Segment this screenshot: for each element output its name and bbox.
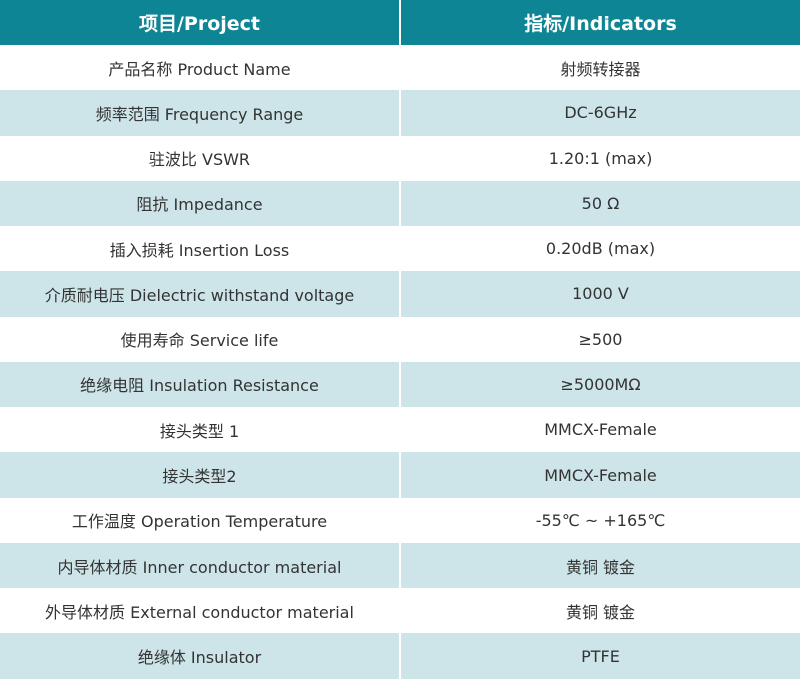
indicator-cell: PTFE bbox=[400, 633, 800, 679]
indicator-cell: ≥500 bbox=[578, 329, 623, 349]
table-row: 工作温度 Operation Temperature -55℃ ~ +165℃ bbox=[0, 497, 800, 543]
table-row: 介质耐电压 Dielectric withstand voltage 1000 V bbox=[0, 271, 800, 317]
project-cell: 使用寿命 Service life bbox=[0, 316, 401, 362]
table-row: 产品名称 Product Name 射频转接器 bbox=[0, 45, 800, 91]
indicator-cell: 黄铜 镀金 bbox=[400, 542, 800, 589]
project-cell: 工作温度 Operation Temperature bbox=[0, 497, 401, 543]
table-row: 阻抗 Impedance 50 Ω bbox=[0, 180, 800, 227]
indicator-cell: MMCX-Female bbox=[544, 420, 657, 440]
project-cell: 频率范围 Frequency Range bbox=[0, 90, 401, 136]
project-cell: 绝缘电阻 Insulation Resistance bbox=[0, 361, 401, 408]
header-project: 项目/Project bbox=[0, 0, 401, 45]
table-row: 频率范围 Frequency Range DC-6GHz bbox=[0, 90, 800, 136]
header-row: 项目/Project 指标/Indicators bbox=[0, 0, 800, 45]
indicator-cell: 黄铜 镀金 bbox=[565, 602, 636, 622]
project-cell: 插入损耗 Insertion Loss bbox=[0, 226, 401, 272]
project-cell: 产品名称 Product Name bbox=[0, 45, 401, 91]
table-row: 绝缘体 Insulator PTFE bbox=[0, 633, 800, 679]
table-row: 外导体材质 External conductor material 黄铜 镀金 bbox=[0, 588, 800, 634]
table-row: 内导体材质 Inner conductor material 黄铜 镀金 bbox=[0, 542, 800, 589]
table-row: 接头类型 1 MMCX-Female bbox=[0, 407, 800, 453]
project-cell: 内导体材质 Inner conductor material bbox=[0, 542, 401, 589]
indicator-cell: 射频转接器 bbox=[560, 59, 641, 79]
header-indicators: 指标/Indicators bbox=[400, 0, 800, 45]
table-row: 绝缘电阻 Insulation Resistance ≥5000MΩ bbox=[0, 361, 800, 408]
project-cell: 介质耐电压 Dielectric withstand voltage bbox=[0, 271, 401, 317]
indicator-cell: ≥5000MΩ bbox=[400, 361, 800, 408]
indicator-cell: 50 Ω bbox=[400, 180, 800, 227]
indicator-cell: 1.20:1 (max) bbox=[548, 148, 653, 168]
project-cell: 驻波比 VSWR bbox=[0, 135, 401, 181]
indicator-cell: -55℃ ~ +165℃ bbox=[535, 510, 666, 530]
table-row: 驻波比 VSWR 1.20:1 (max) bbox=[0, 135, 800, 181]
indicator-cell: 1000 V bbox=[400, 271, 800, 317]
project-cell: 绝缘体 Insulator bbox=[0, 633, 401, 679]
project-cell: 接头类型 1 bbox=[0, 407, 401, 453]
table-row: 接头类型2 MMCX-Female bbox=[0, 452, 800, 498]
project-cell: 外导体材质 External conductor material bbox=[0, 588, 401, 634]
indicator-cell: MMCX-Female bbox=[400, 452, 800, 498]
indicator-cell: 0.20dB (max) bbox=[545, 239, 656, 259]
project-cell: 阻抗 Impedance bbox=[0, 180, 401, 227]
table-row: 插入损耗 Insertion Loss 0.20dB (max) bbox=[0, 226, 800, 272]
table-row: 使用寿命 Service life ≥500 bbox=[0, 316, 800, 362]
indicator-cell: DC-6GHz bbox=[400, 90, 800, 136]
project-cell: 接头类型2 bbox=[0, 452, 401, 498]
